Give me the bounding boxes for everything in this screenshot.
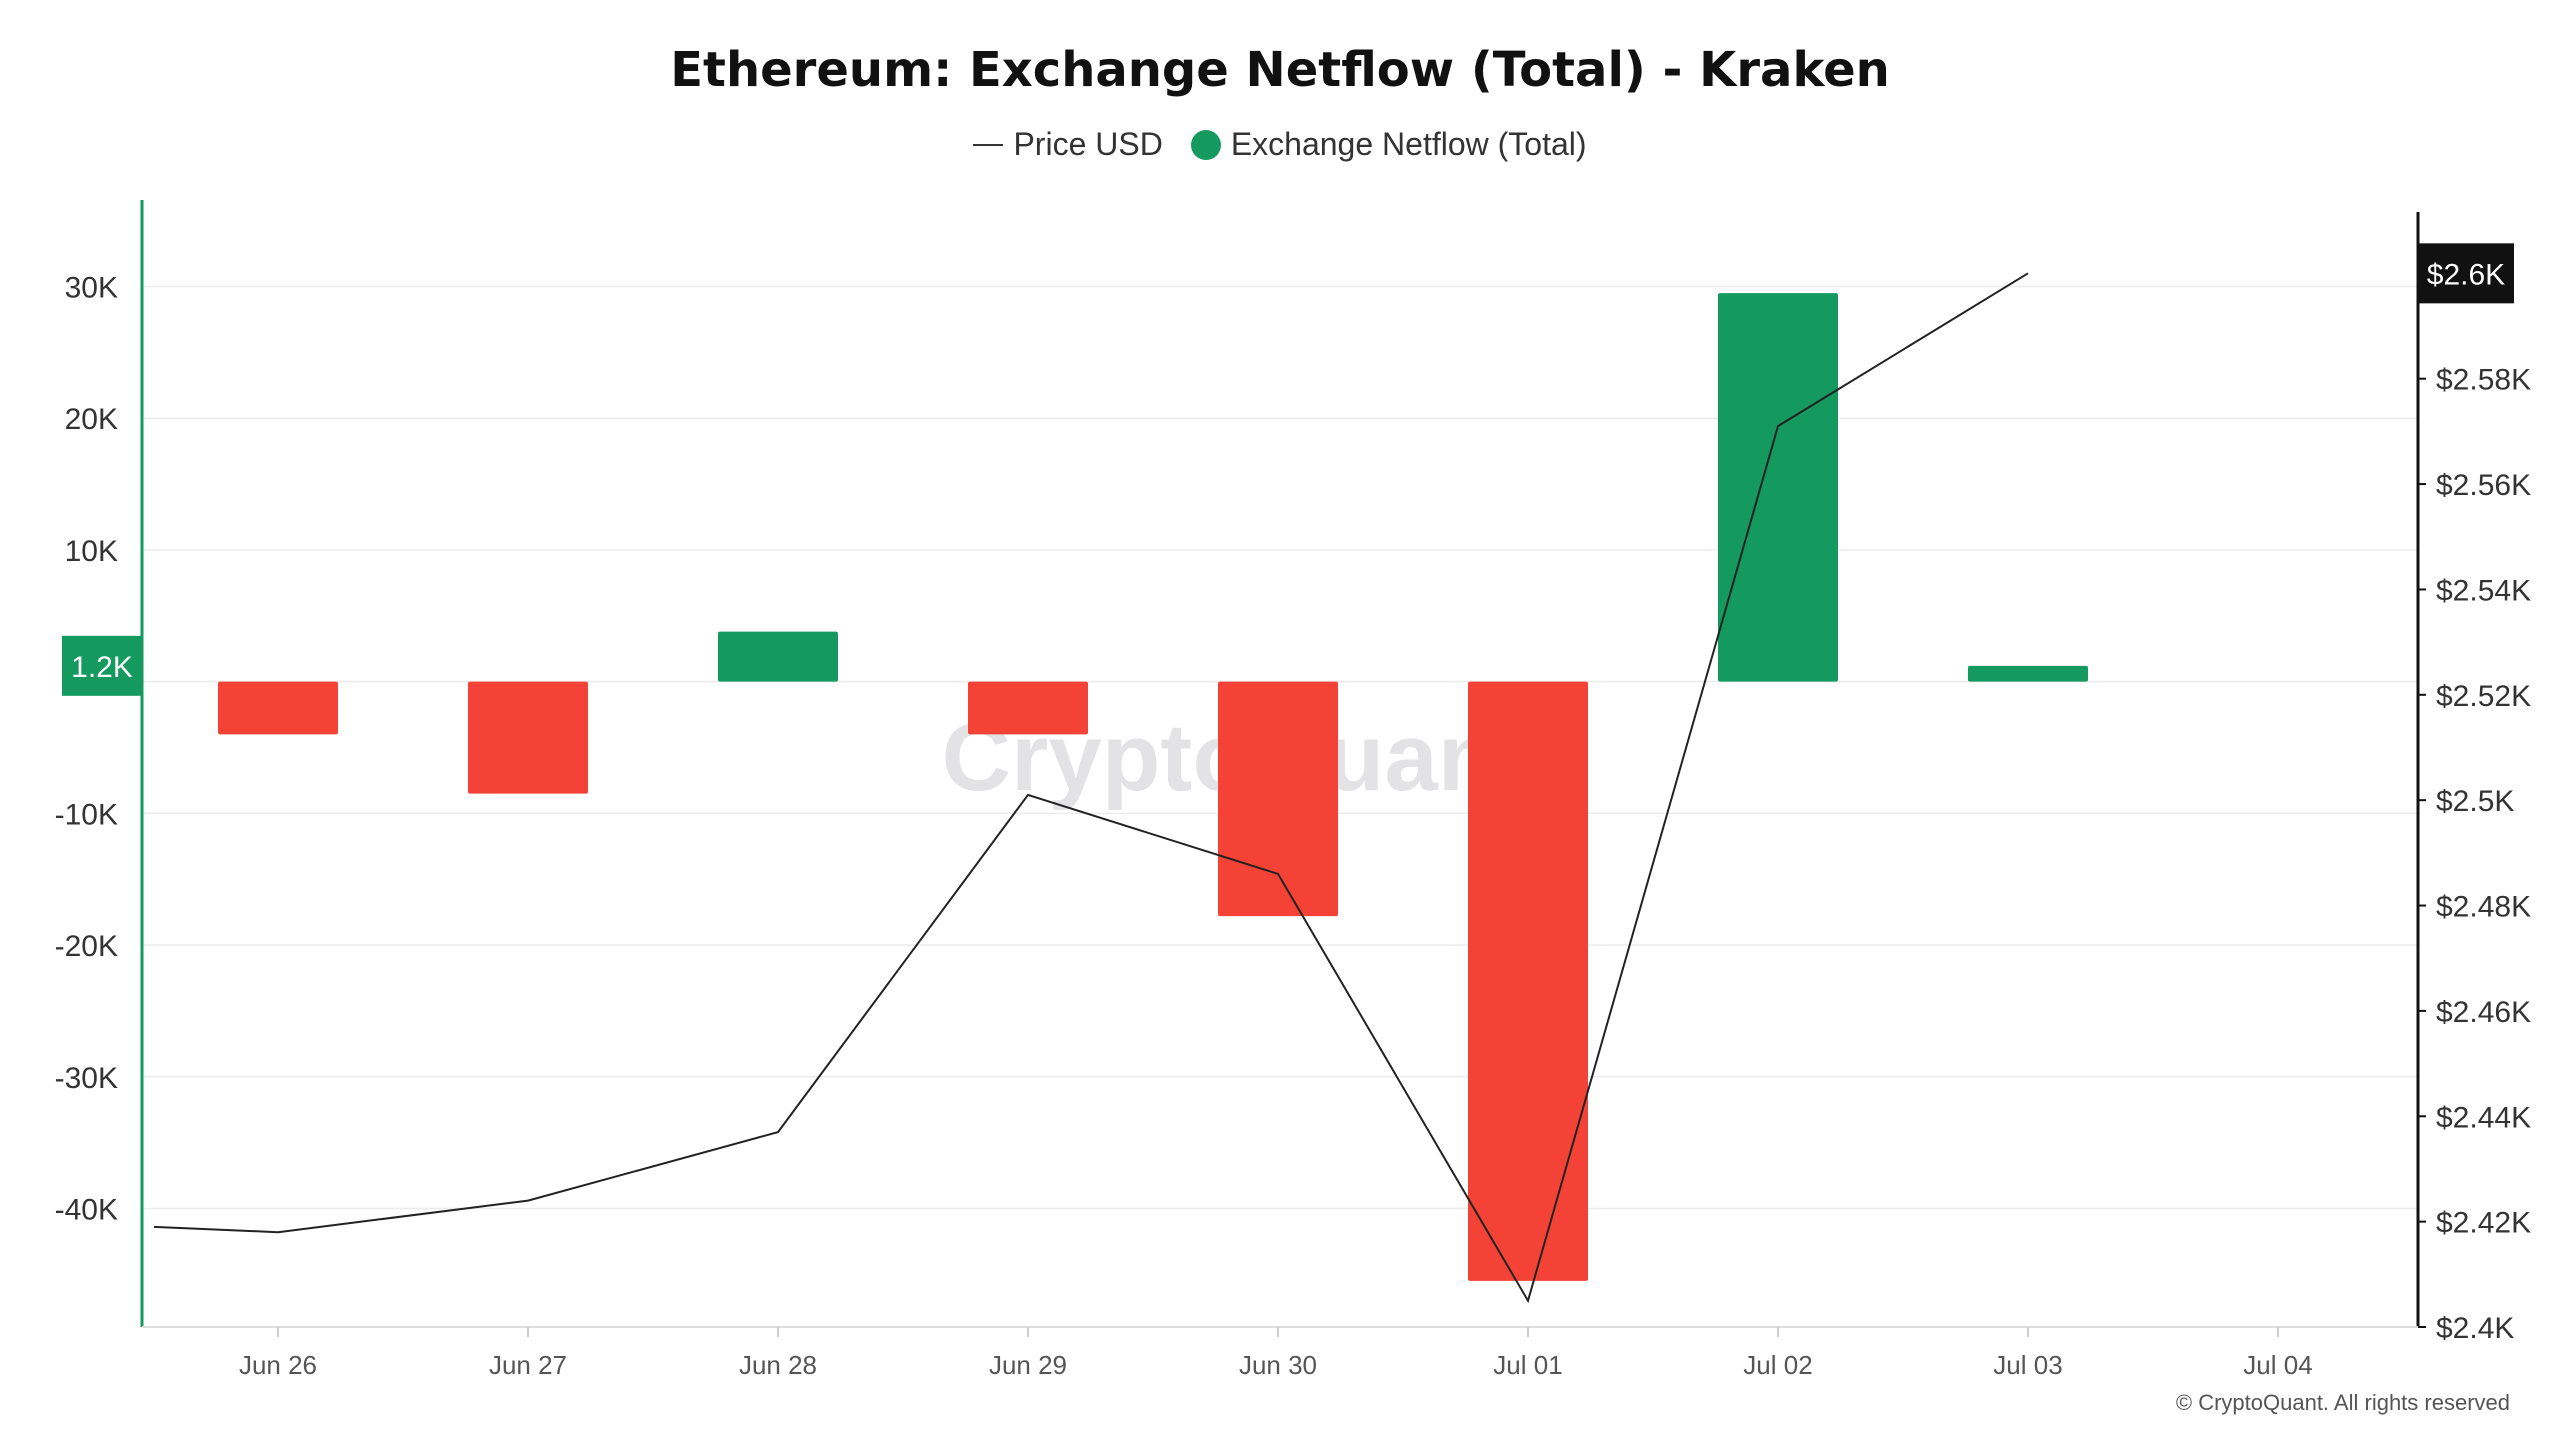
x-tick-label: Jun 27 bbox=[489, 1350, 567, 1380]
legend-line-icon bbox=[973, 143, 1004, 146]
netflow-bar bbox=[218, 681, 338, 735]
left-tick-label: 20K bbox=[65, 403, 118, 436]
netflow-bar bbox=[1718, 293, 1838, 682]
right-tick-label: $2.48K bbox=[2436, 891, 2531, 924]
right-tick-label: $2.54K bbox=[2436, 574, 2531, 607]
x-tick-label: Jun 26 bbox=[239, 1350, 317, 1380]
right-tick-label: $2.58K bbox=[2436, 364, 2531, 397]
price-line-series bbox=[153, 272, 2029, 1304]
right-axis-ticks: $2.58K $2.56K $2.54K $2.52K $2.5K $2.48K $2.46… bbox=[2418, 364, 2531, 1345]
netflow-bar bbox=[1218, 681, 1338, 917]
value-badges: 1.2K $2.6K bbox=[62, 243, 2514, 696]
right-current-value-badge bbox=[2418, 243, 2514, 304]
left-current-value-badge bbox=[62, 635, 142, 696]
left-tick-label: 10K bbox=[65, 535, 118, 568]
netflow-bar bbox=[1968, 665, 2088, 682]
axes bbox=[140, 200, 2420, 1328]
right-tick-label: $2.4K bbox=[2436, 1312, 2514, 1345]
price-line bbox=[153, 272, 2029, 1304]
copyright-text: © CryptoQuant. All rights reserved bbox=[2176, 1390, 2510, 1415]
bar-series bbox=[218, 293, 2088, 1281]
right-tick-label: $2.56K bbox=[2436, 469, 2531, 502]
left-tick-label: -20K bbox=[55, 930, 118, 963]
right-tick-label: $2.42K bbox=[2436, 1207, 2531, 1240]
legend: Price USD Exchange Netflow (Total) bbox=[0, 126, 2560, 163]
left-axis-ticks: 30K 20K 10K -10K -20K -30K -40K bbox=[55, 272, 118, 1227]
right-tick-label: $2.5K bbox=[2436, 785, 2514, 818]
left-tick-label: 30K bbox=[65, 272, 118, 305]
right-tick-label: $2.52K bbox=[2436, 680, 2531, 713]
x-tick-label: Jun 28 bbox=[739, 1350, 817, 1380]
x-tick-label: Jul 03 bbox=[1993, 1350, 2062, 1380]
netflow-bar bbox=[968, 681, 1088, 735]
netflow-bar bbox=[1468, 681, 1588, 1281]
x-tick-label: Jul 01 bbox=[1493, 1350, 1562, 1380]
left-current-value-label: 1.2K bbox=[71, 651, 133, 684]
legend-label-price: Price USD bbox=[1013, 126, 1163, 162]
right-current-value-label: $2.6K bbox=[2427, 258, 2505, 291]
legend-item-price[interactable]: Price USD bbox=[973, 126, 1163, 163]
legend-dot-icon bbox=[1190, 129, 1221, 160]
legend-label-netflow: Exchange Netflow (Total) bbox=[1230, 126, 1587, 162]
chart-title: Ethereum: Exchange Netflow (Total) - Kra… bbox=[670, 42, 1890, 98]
x-tick-label: Jun 30 bbox=[1239, 1350, 1317, 1380]
netflow-bar bbox=[468, 681, 588, 794]
x-axis-ticks: Jun 26 Jun 27 Jun 28 Jun 29 Jun 30 Jul 01 Jul … bbox=[239, 1327, 2313, 1380]
x-tick-label: Jul 04 bbox=[2243, 1350, 2312, 1380]
right-tick-label: $2.46K bbox=[2436, 996, 2531, 1029]
left-tick-label: -30K bbox=[55, 1062, 118, 1095]
legend-item-netflow[interactable]: Exchange Netflow (Total) bbox=[1190, 126, 1587, 163]
left-tick-label: -10K bbox=[55, 798, 118, 831]
right-tick-label: $2.44K bbox=[2436, 1101, 2531, 1134]
left-tick-label: -40K bbox=[55, 1193, 118, 1226]
x-tick-label: Jul 02 bbox=[1743, 1350, 1812, 1380]
x-tick-label: Jun 29 bbox=[989, 1350, 1067, 1380]
netflow-bar bbox=[718, 631, 838, 682]
